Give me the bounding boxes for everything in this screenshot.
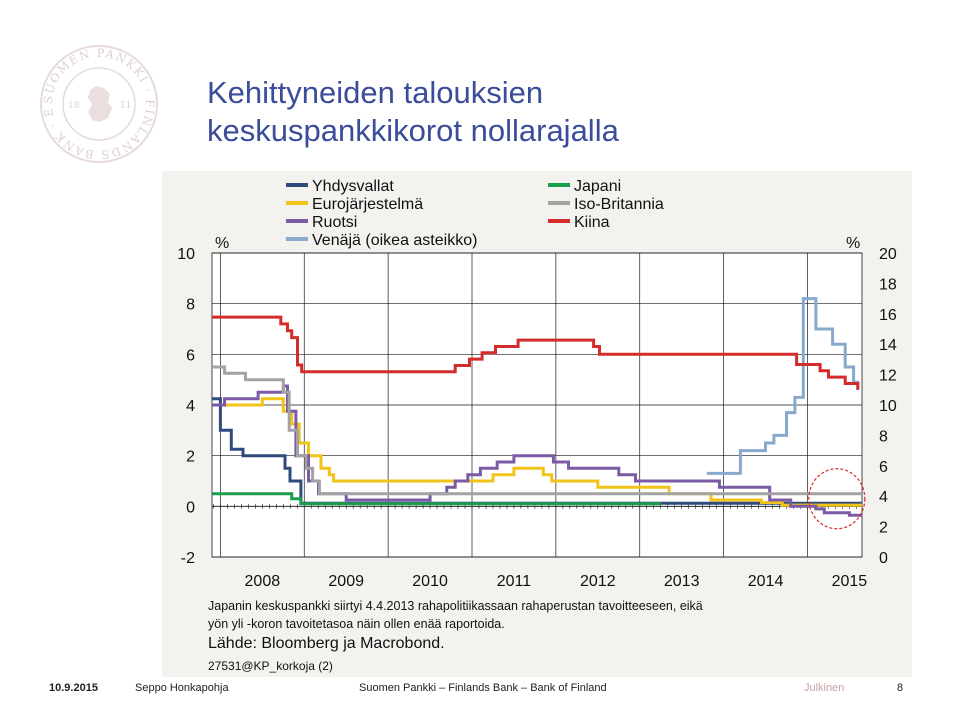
legend-label: Japani bbox=[574, 178, 621, 195]
footer-page-number: 8 bbox=[897, 682, 904, 694]
right-tick-label: 2 bbox=[879, 520, 888, 537]
slide-title-line-1: Kehittyneiden talouksien bbox=[207, 75, 544, 110]
x-tick-label: 2008 bbox=[245, 573, 281, 590]
right-tick-label: 20 bbox=[879, 246, 897, 263]
slide-title-line-2: keskuspankkikorot nollarajalla bbox=[207, 113, 619, 148]
left-tick-label: -2 bbox=[181, 550, 195, 567]
chart-source: Lähde: Bloomberg ja Macrobond. bbox=[208, 635, 445, 652]
right-tick-label: 16 bbox=[879, 307, 897, 324]
x-tick-label: 2009 bbox=[328, 573, 364, 590]
highlight-circle bbox=[808, 468, 866, 530]
x-tick-label: 2010 bbox=[412, 573, 448, 590]
left-tick-label: 4 bbox=[186, 398, 195, 415]
chart-code: 27531@KP_korkoja (2) bbox=[208, 659, 333, 673]
x-tick-label: 2015 bbox=[832, 573, 868, 590]
logo-year-right: 11 bbox=[120, 101, 131, 111]
legend-label: Kiina bbox=[574, 214, 610, 231]
series-line-kiina bbox=[212, 315, 860, 390]
bank-of-finland-logo: SUOMEN PANKKI · FINLANDS BANK · EUROSYST… bbox=[38, 42, 158, 163]
right-tick-label: 4 bbox=[879, 489, 888, 506]
legend-label: Yhdysvallat bbox=[312, 178, 394, 195]
left-tick-label: 10 bbox=[177, 246, 195, 263]
legend-label: Iso-Britannia bbox=[574, 196, 664, 213]
chart-note-line: yön yli -koron tavoitetasoa näin ollen e… bbox=[208, 617, 505, 631]
left-axis-unit: % bbox=[215, 235, 229, 252]
series-line-ruotsi bbox=[212, 384, 862, 517]
slide-title: Kehittyneiden talouksien keskuspankkikoro… bbox=[207, 74, 619, 150]
footer-date: 10.9.2015 bbox=[49, 682, 98, 694]
chart-note-line: Japanin keskuspankki siirtyi 4.4.2013 ra… bbox=[208, 599, 703, 613]
left-tick-label: 6 bbox=[186, 347, 195, 364]
series-line-japani bbox=[212, 492, 661, 506]
footer-organization: Suomen Pankki – Finlands Bank – Bank of … bbox=[359, 682, 607, 694]
legend-label: Ruotsi bbox=[312, 214, 357, 231]
series-line-yhdysvallat bbox=[212, 397, 862, 505]
left-tick-label: 0 bbox=[186, 499, 195, 516]
chart-panel: 10 8 6 4 2 0 -2 20 18 16 14 12 10 8 6 4 2 0 2008 2009 2010 20… bbox=[162, 171, 912, 677]
right-tick-label: 18 bbox=[879, 276, 897, 293]
legend-label: Venäjä (oikea asteikko) bbox=[312, 232, 477, 249]
series-line-iso-britannia bbox=[212, 365, 862, 496]
right-tick-label: 6 bbox=[879, 459, 888, 476]
x-tick-label: 2012 bbox=[580, 573, 616, 590]
right-tick-label: 0 bbox=[879, 550, 888, 567]
right-axis-unit: % bbox=[846, 235, 860, 252]
x-tick-label: 2013 bbox=[664, 573, 700, 590]
series-line-venäjä-oikea-asteikko bbox=[706, 297, 860, 475]
legend-label: Eurojärjestelmä bbox=[312, 196, 423, 213]
right-tick-label: 8 bbox=[879, 428, 888, 445]
x-tick-label: 2011 bbox=[497, 573, 532, 590]
right-tick-label: 14 bbox=[879, 337, 897, 354]
x-tick-label: 2014 bbox=[748, 573, 784, 590]
right-tick-label: 12 bbox=[879, 368, 897, 385]
footer-author: Seppo Honkapohja bbox=[135, 682, 229, 694]
left-tick-label: 8 bbox=[186, 297, 195, 314]
right-tick-label: 10 bbox=[879, 398, 897, 415]
footer-classification: Julkinen bbox=[804, 682, 845, 694]
left-tick-label: 2 bbox=[186, 449, 195, 466]
logo-year-left: 18 bbox=[68, 101, 80, 111]
